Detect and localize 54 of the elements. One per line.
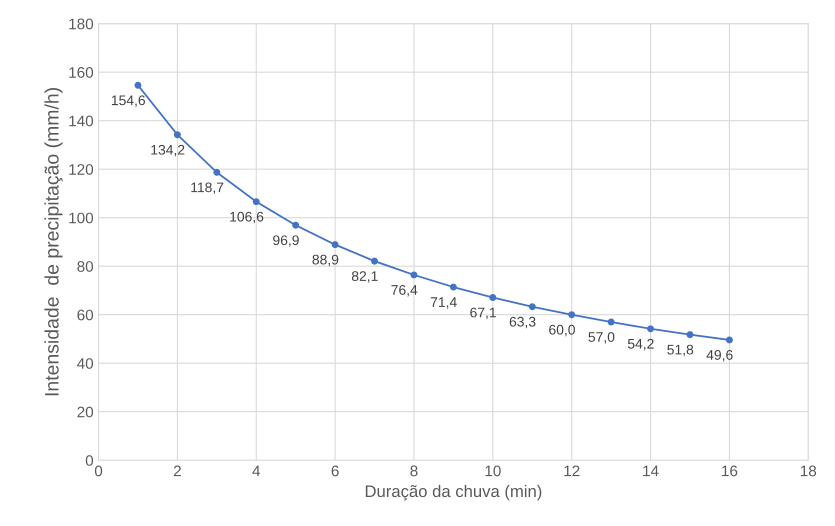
data-label: 154,6 (112, 95, 146, 107)
point (450, 284, 457, 291)
point (686, 331, 694, 338)
data-label: 76,4 (391, 285, 418, 297)
data-label: 57,0 (588, 332, 614, 344)
x-tick-label: 0 (94, 466, 102, 476)
x-tick-label: 18 (800, 466, 816, 476)
data-label: 106,6 (230, 212, 264, 224)
point (528, 303, 536, 310)
point (608, 318, 615, 326)
y-tick-label: 180 (69, 18, 94, 30)
y-tick-label: 80 (77, 261, 94, 272)
data-label: 51,8 (667, 344, 694, 356)
point (213, 168, 220, 176)
y-tick-label: 60 (77, 310, 94, 320)
x-tick-label: 12 (564, 466, 580, 476)
data-label: 71,4 (430, 297, 457, 309)
point (252, 198, 260, 206)
y-tick-label: 0 (86, 455, 94, 466)
point (647, 325, 654, 332)
y-axis-title: Intensidade de precipitação (mm/h) (44, 88, 63, 396)
data-label: 134,2 (151, 144, 184, 156)
data-label: 60,0 (549, 324, 575, 336)
x-tick-label: 6 (332, 466, 339, 476)
data-label: 82,1 (352, 271, 378, 283)
data-label: 88,9 (312, 254, 338, 266)
x-tick-label: 16 (722, 466, 738, 476)
point (568, 311, 576, 318)
data-label: 118,7 (191, 182, 224, 194)
data-label: 63,3 (510, 316, 536, 328)
data-label: 49,6 (706, 350, 733, 362)
y-tick-label: 140 (69, 116, 94, 126)
x-tick-label: 10 (486, 466, 501, 476)
y-tick-label: 40 (77, 358, 94, 369)
point (410, 271, 418, 278)
data-label: 96,9 (273, 235, 299, 247)
data-label: 54,2 (628, 338, 654, 350)
point (726, 336, 733, 344)
point (292, 222, 300, 229)
x-tick-label: 2 (174, 466, 181, 476)
point (332, 241, 339, 248)
point (174, 131, 181, 138)
y-tick-label: 160 (69, 67, 94, 78)
x-tick-label: 8 (410, 466, 418, 476)
x-axis-title: Duração da chuva (min) (366, 484, 542, 501)
y-tick-label: 100 (69, 212, 94, 224)
point (371, 258, 378, 265)
data-label: 67,1 (470, 308, 496, 320)
point (489, 294, 496, 301)
y-tick-label: 120 (69, 164, 94, 175)
x-tick-label: 4 (252, 466, 260, 476)
x-tick-label: 14 (643, 466, 659, 476)
point (134, 82, 142, 89)
y-tick-label: 20 (77, 406, 94, 418)
